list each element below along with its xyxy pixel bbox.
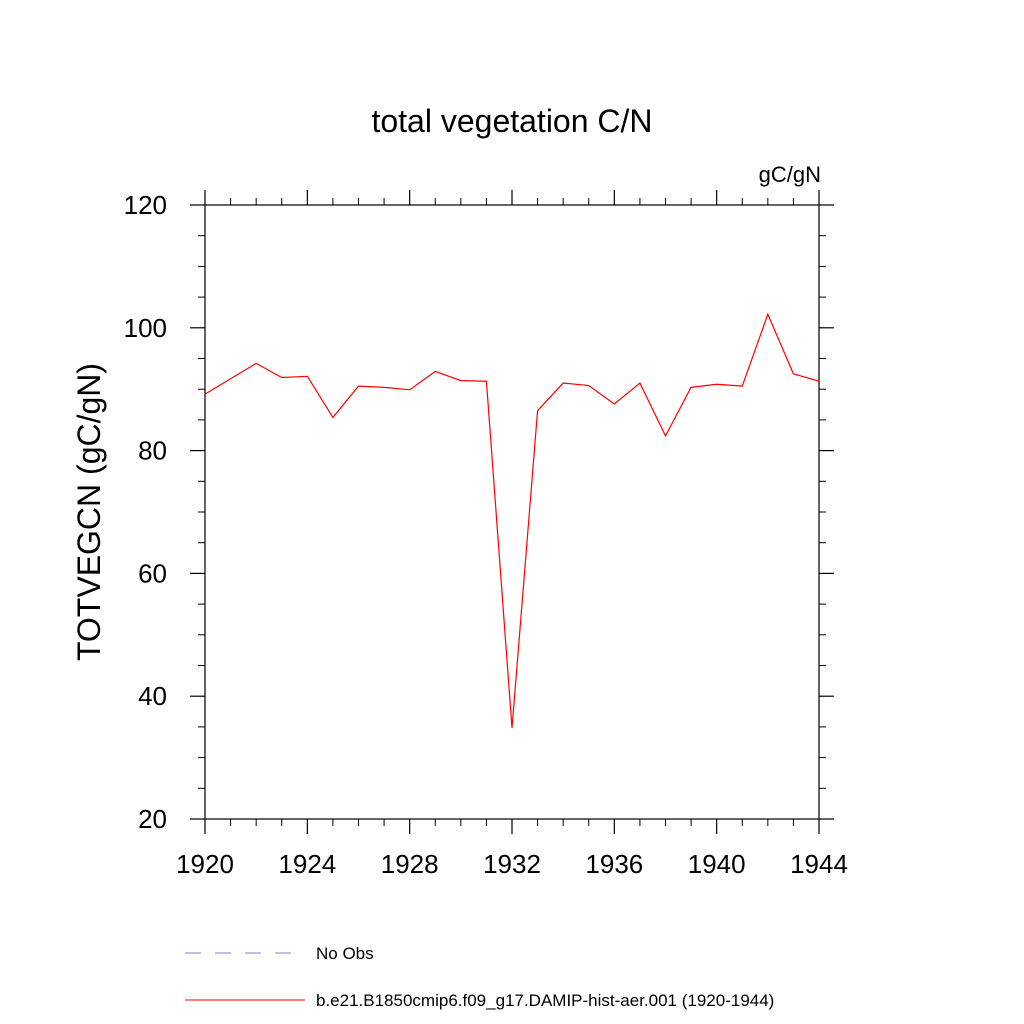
x-tick-label: 1940	[688, 849, 746, 879]
y-tick-label: 120	[124, 190, 167, 220]
x-tick-label: 1924	[278, 849, 336, 879]
y-tick-label: 40	[138, 681, 167, 711]
series-group	[204, 312, 820, 729]
y-tick-label: 100	[124, 313, 167, 343]
x-tick-label: 1936	[585, 849, 643, 879]
y-tick-labels: 20 40 60 80 100 120	[124, 190, 167, 834]
x-tick-labels: 1920 1924 1928 1932 1936 1940 1944	[176, 849, 848, 879]
units-label: gC/gN	[759, 162, 821, 187]
y-tick-label: 80	[138, 436, 167, 466]
y-tick-label: 60	[138, 558, 167, 588]
minor-ticks	[198, 198, 826, 826]
x-tick-label: 1932	[483, 849, 541, 879]
y-axis-label: TOTVEGCN (gC/gN)	[71, 363, 107, 661]
legend: No Obs b.e21.B1850cmip6.f09_g17.DAMIP-hi…	[185, 944, 774, 1010]
x-tick-label: 1944	[790, 849, 848, 879]
series-line	[204, 312, 820, 729]
x-tick-label: 1920	[176, 849, 234, 879]
plot-frame	[204, 204, 820, 820]
x-tick-label: 1928	[381, 849, 439, 879]
y-tick-label: 20	[138, 804, 167, 834]
chart-title: total vegetation C/N	[371, 103, 652, 139]
legend-label-model: b.e21.B1850cmip6.f09_g17.DAMIP-hist-aer.…	[316, 991, 774, 1010]
legend-label-no-obs: No Obs	[316, 944, 374, 963]
major-ticks	[190, 190, 834, 834]
